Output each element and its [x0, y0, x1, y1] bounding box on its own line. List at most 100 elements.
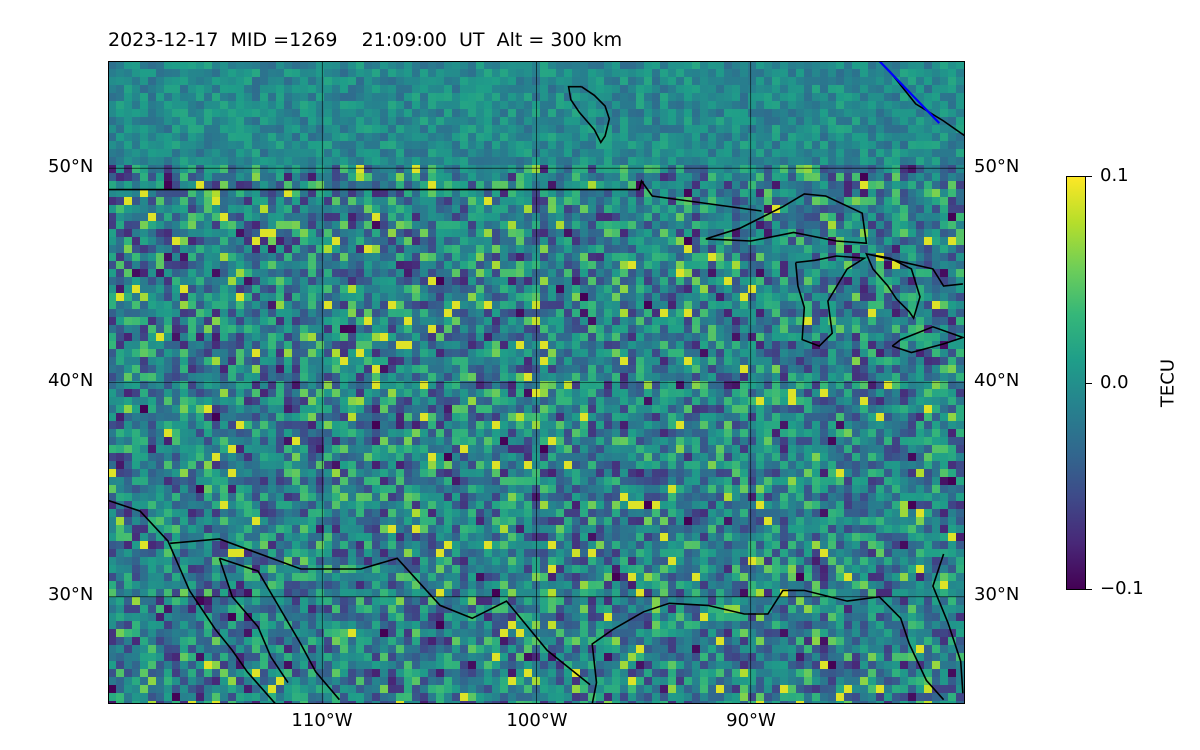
tec-cell: [556, 125, 565, 134]
tec-cell: [676, 341, 685, 350]
tec-cell: [916, 325, 925, 334]
tec-cell: [492, 101, 501, 110]
tec-cell: [348, 309, 357, 318]
tec-cell: [388, 293, 397, 302]
tec-cell: [812, 349, 821, 358]
tec-cell: [812, 165, 821, 174]
tec-cell: [524, 277, 533, 286]
tec-cell: [876, 413, 885, 422]
tec-cell: [572, 277, 581, 286]
tec-cell: [244, 261, 253, 270]
tec-cell: [820, 101, 829, 110]
tec-cell: [492, 269, 501, 278]
tec-cell: [892, 93, 901, 102]
tec-cell: [324, 77, 333, 86]
tec-cell: [820, 245, 829, 254]
tec-cell: [892, 173, 901, 182]
tec-cell: [452, 357, 461, 366]
tec-cell: [268, 85, 277, 94]
tec-cell: [900, 149, 909, 158]
tec-cell: [692, 357, 701, 366]
tec-cell: [820, 285, 829, 294]
tec-cell: [668, 69, 677, 78]
tec-cell: [716, 181, 725, 190]
tec-cell: [828, 397, 837, 406]
tec-cell: [436, 189, 445, 198]
tec-cell: [460, 109, 469, 118]
tec-cell: [180, 237, 189, 246]
tec-cell: [756, 109, 765, 118]
tec-cell: [940, 285, 949, 294]
tec-cell: [500, 117, 509, 126]
tec-cell: [500, 285, 509, 294]
tec-cell: [276, 269, 285, 278]
tec-cell: [788, 125, 797, 134]
tec-cell: [388, 77, 397, 86]
tec-cell: [284, 301, 293, 310]
tec-cell: [316, 301, 325, 310]
tec-cell: [324, 85, 333, 94]
tec-cell: [396, 405, 405, 414]
tec-cell: [772, 109, 781, 118]
tec-cell: [556, 189, 565, 198]
tec-cell: [724, 133, 733, 142]
tec-cell: [668, 413, 677, 422]
tec-cell: [564, 261, 573, 270]
tec-cell: [588, 77, 597, 86]
tec-cell: [388, 357, 397, 366]
tec-cell: [484, 413, 493, 422]
tec-cell: [196, 189, 205, 198]
tec-cell: [700, 77, 709, 86]
tec-cell: [732, 181, 741, 190]
tec-cell: [596, 373, 605, 382]
tec-cell: [324, 221, 333, 230]
tec-cell: [724, 101, 733, 110]
tec-cell: [308, 173, 317, 182]
tec-cell: [308, 277, 317, 286]
tec-cell: [948, 189, 957, 198]
tec-cell: [388, 245, 397, 254]
tec-cell: [188, 157, 197, 166]
tec-cell: [940, 213, 949, 222]
tec-cell: [476, 149, 485, 158]
tec-cell: [180, 117, 189, 126]
tec-cell: [884, 389, 893, 398]
tec-cell: [756, 69, 765, 78]
tec-cell: [780, 293, 789, 302]
tec-cell: [852, 269, 861, 278]
tec-cell: [948, 421, 957, 430]
tec-map[interactable]: [108, 61, 965, 704]
tec-cell: [516, 109, 525, 118]
map-panel[interactable]: [108, 61, 965, 704]
tec-cell: [252, 293, 261, 302]
tec-cell: [844, 381, 853, 390]
tec-cell: [452, 69, 461, 78]
tec-cell: [212, 309, 221, 318]
tec-cell: [852, 325, 861, 334]
tec-cell: [476, 221, 485, 230]
tec-cell: [420, 237, 429, 246]
tec-cell: [756, 381, 765, 390]
tec-cell: [228, 117, 237, 126]
tec-cell: [780, 109, 789, 118]
tec-cell: [676, 69, 685, 78]
tec-cell: [116, 237, 125, 246]
tec-cell: [724, 389, 733, 398]
tec-cell: [572, 309, 581, 318]
tec-cell: [180, 93, 189, 102]
tec-cell: [316, 341, 325, 350]
tec-cell: [428, 117, 437, 126]
tec-cell: [684, 421, 693, 430]
tec-cell: [876, 205, 885, 214]
tec-cell: [164, 85, 173, 94]
tec-cell: [844, 69, 853, 78]
tec-cell: [788, 165, 797, 174]
tec-cell: [764, 101, 773, 110]
tec-cell: [300, 93, 309, 102]
tec-cell: [276, 109, 285, 118]
tec-cell: [364, 301, 373, 310]
tec-cell: [452, 373, 461, 382]
tec-cell: [820, 77, 829, 86]
tec-cell: [140, 341, 149, 350]
tec-cell: [724, 165, 733, 174]
